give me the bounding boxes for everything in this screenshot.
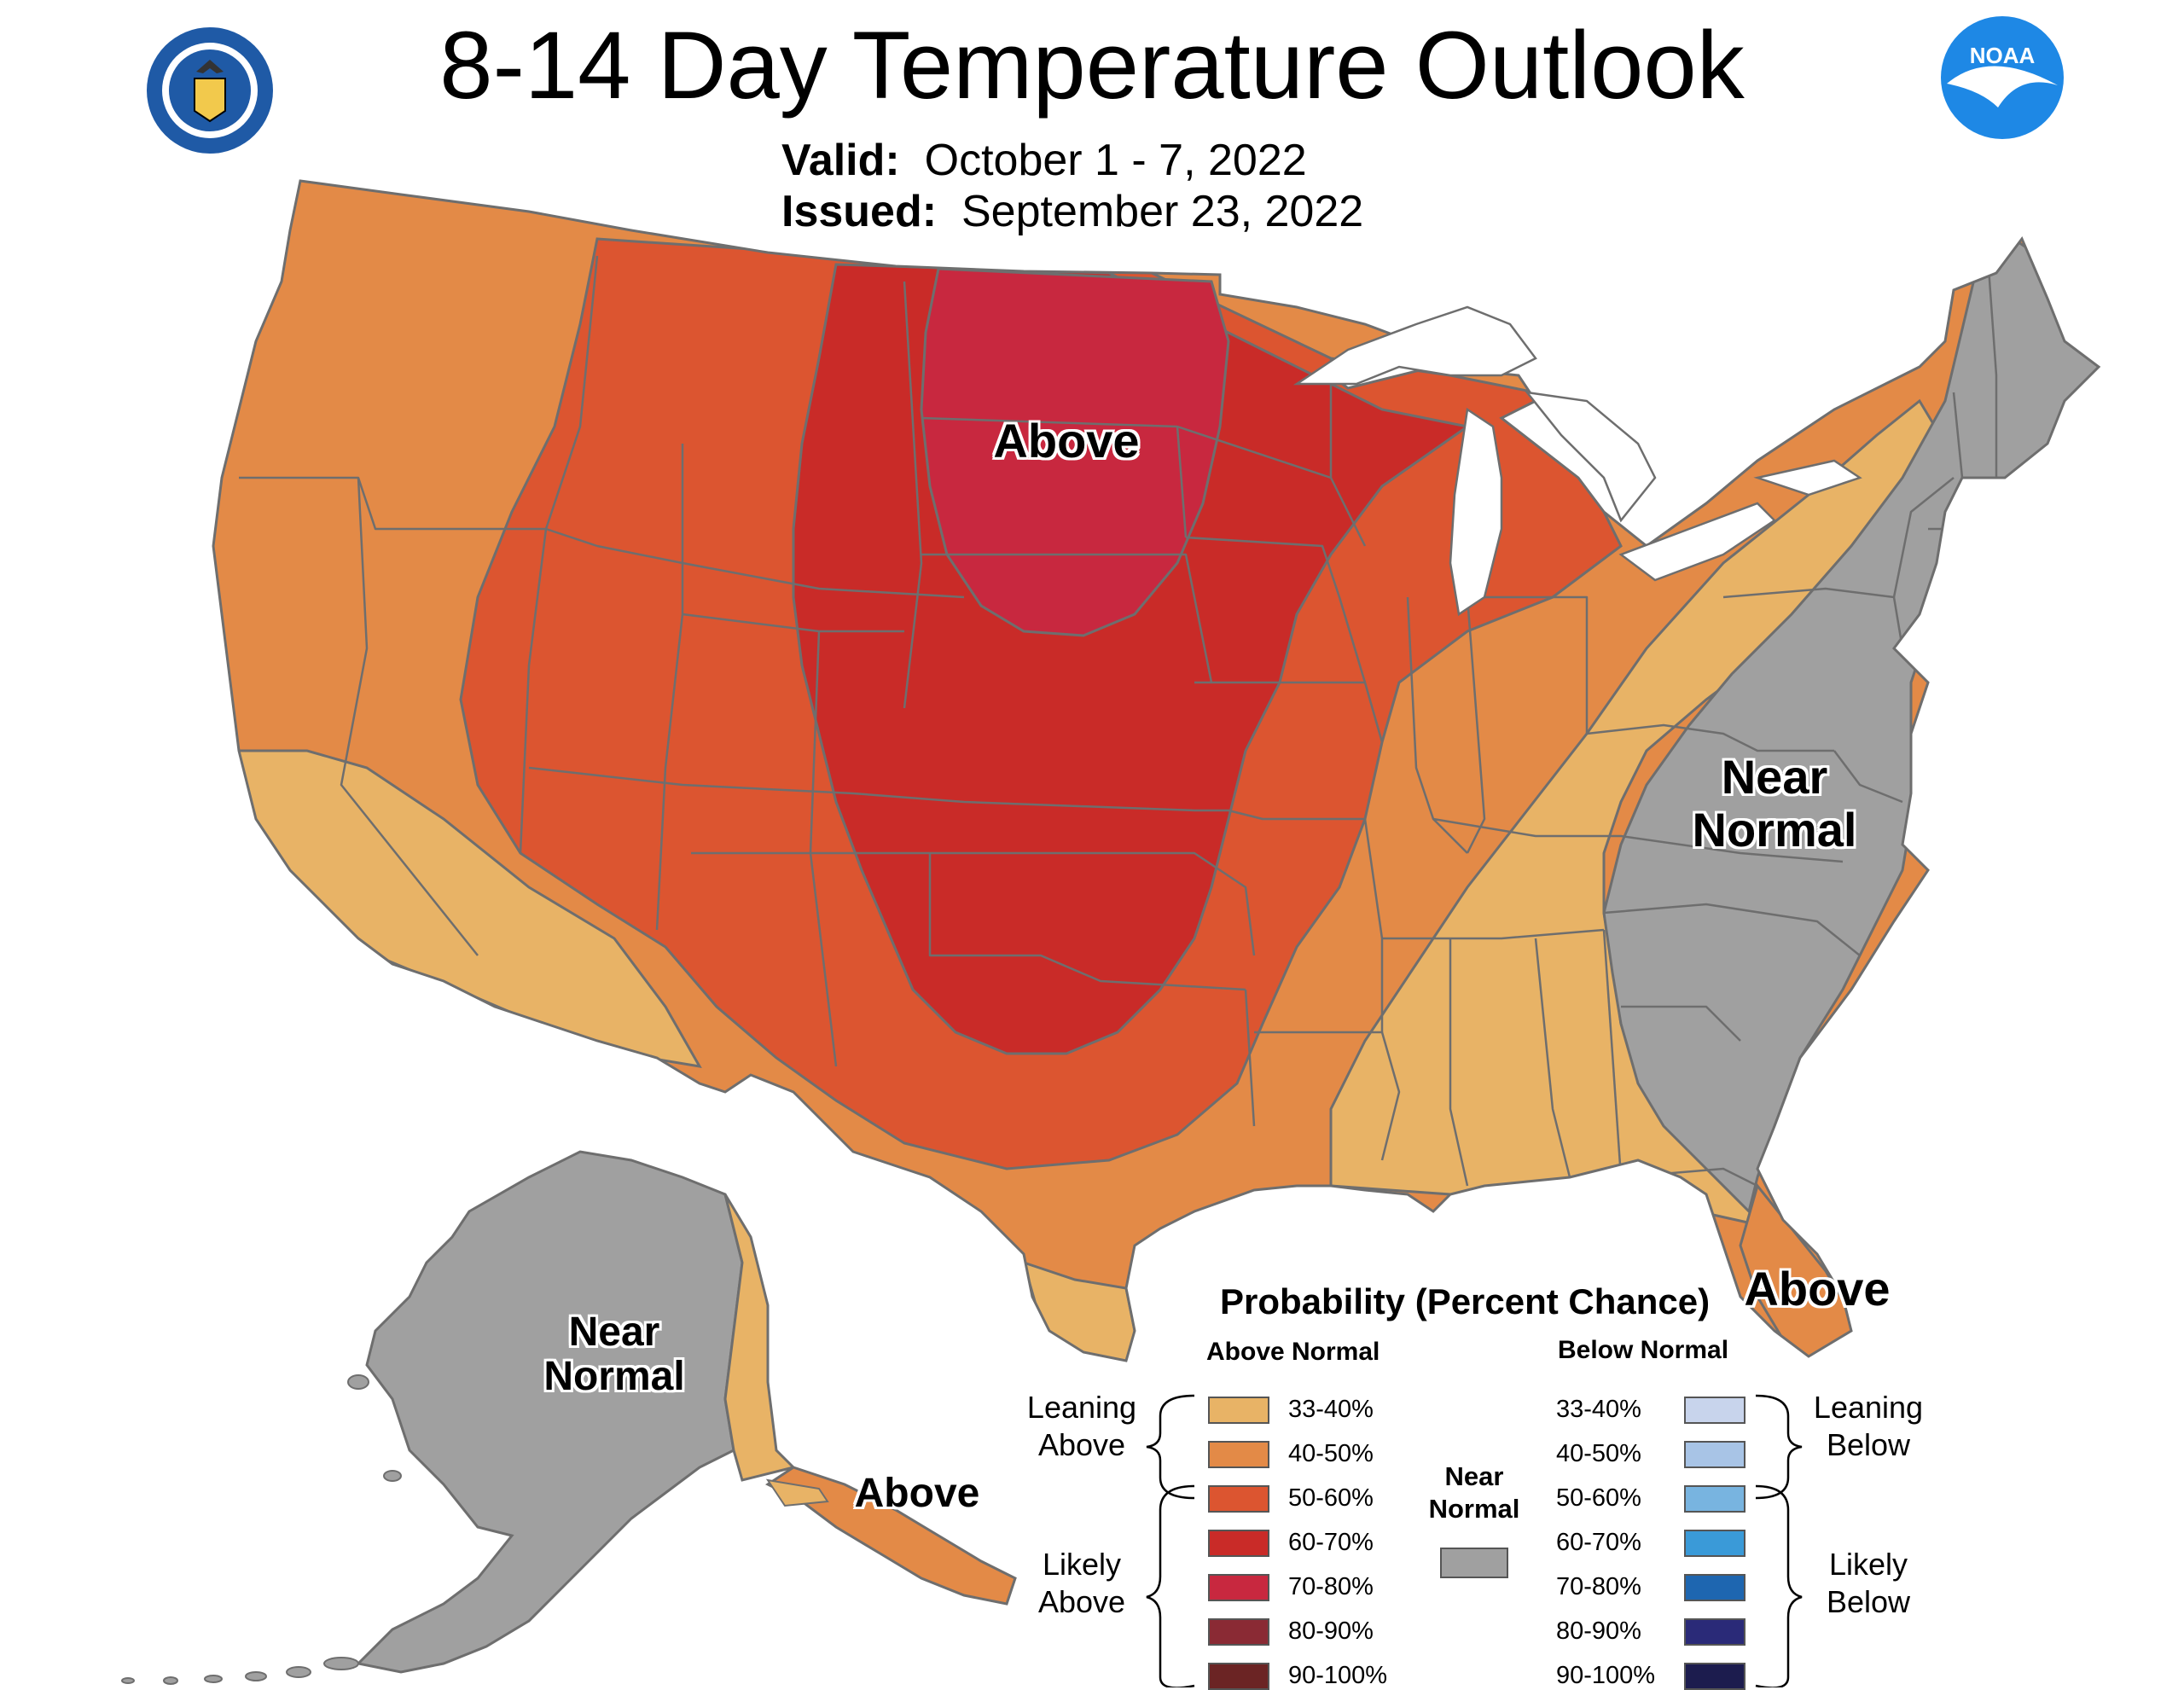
likely-below-line2: Below xyxy=(1826,1584,1911,1619)
legend-below-range: 70-80% xyxy=(1556,1573,1641,1600)
leaning-below-line2: Below xyxy=(1826,1427,1911,1462)
legend-above-range: 50-60% xyxy=(1288,1484,1374,1512)
label-near-normal-alaska: Near Normal xyxy=(503,1310,725,1399)
legend-above-item: 70-80% xyxy=(1208,1573,1374,1601)
noaa-logo-icon: NOAA xyxy=(1941,16,2064,139)
legend-near-line1: Near xyxy=(1444,1461,1504,1491)
legend-above-item: 80-90% xyxy=(1208,1617,1374,1646)
legend-near-normal-label: Near Normal xyxy=(1423,1461,1525,1525)
legend-below-range: 33-40% xyxy=(1556,1396,1641,1423)
likely-above-line1: Likely xyxy=(1042,1547,1122,1582)
noaa-logo: NOAA xyxy=(1938,14,2066,142)
legend-above-swatch xyxy=(1208,1484,1269,1513)
legend-above-range: 33-40% xyxy=(1288,1396,1374,1423)
legend-above-swatch xyxy=(1208,1662,1269,1690)
aleutian-islands xyxy=(121,1374,402,1685)
legend-above-swatch xyxy=(1208,1396,1269,1424)
zone-likely-70-80 xyxy=(920,267,1230,637)
legend-below-swatch xyxy=(1684,1662,1745,1690)
state-borders xyxy=(239,255,2031,1188)
commerce-seal-icon xyxy=(147,27,273,154)
label-near-normal-east-line1: Near xyxy=(1721,750,1828,804)
alaska-east-33-40 xyxy=(723,1193,796,1482)
valid-value: October 1 - 7, 2022 xyxy=(924,136,1307,185)
legend-likely-below: Likely Below xyxy=(1792,1546,1945,1621)
valid-label: Valid: xyxy=(781,136,900,185)
issued-label: Issued: xyxy=(781,187,938,236)
likely-above-line2: Above xyxy=(1037,1584,1126,1619)
label-above-florida: Above xyxy=(1744,1262,1891,1315)
likely-below-line1: Likely xyxy=(1828,1547,1908,1582)
legend-above-range: 80-90% xyxy=(1288,1617,1374,1645)
legend-above-swatch xyxy=(1208,1529,1269,1557)
legend-leaning-below: Leaning Below xyxy=(1792,1389,1945,1464)
legend-above-swatch xyxy=(1208,1440,1269,1468)
legend-below-swatch xyxy=(1684,1617,1745,1646)
label-near-normal-east-line2: Normal xyxy=(1692,803,1857,857)
legend-above-swatch xyxy=(1208,1617,1269,1646)
legend-below-item: 50-60% xyxy=(1556,1484,1745,1513)
alaska-panhandle-33-40 xyxy=(765,1478,829,1507)
legend-below-item: 60-70% xyxy=(1556,1529,1745,1557)
label-near-normal-alaska-line1: Near xyxy=(568,1310,660,1355)
legend-likely-above: Likely Above xyxy=(1005,1546,1159,1621)
commerce-seal-logo xyxy=(145,26,275,155)
legend-below-item: 70-80% xyxy=(1556,1573,1745,1601)
legend-below-header: Below Normal xyxy=(1558,1336,1729,1364)
alaska-map xyxy=(121,1150,1017,1685)
legend-below-range: 60-70% xyxy=(1556,1529,1641,1556)
label-above-plains: Above xyxy=(993,414,1140,468)
legend-below-range: 50-60% xyxy=(1556,1484,1641,1512)
legend-below-swatch xyxy=(1684,1529,1745,1557)
legend-below-item: 80-90% xyxy=(1556,1617,1745,1646)
valid-line: Valid: October 1 - 7, 2022 xyxy=(781,135,1307,186)
legend-below-swatch xyxy=(1684,1396,1745,1424)
legend-above-swatch xyxy=(1208,1573,1269,1601)
label-near-normal-east: Near Normal xyxy=(1655,751,1894,857)
label-near-normal-alaska-line2: Normal xyxy=(543,1354,685,1399)
legend-below-swatch xyxy=(1684,1440,1745,1468)
legend-above-item: 33-40% xyxy=(1208,1396,1374,1424)
legend-below-item: 90-100% xyxy=(1556,1662,1745,1690)
legend-above-item: 50-60% xyxy=(1208,1484,1374,1513)
legend-above-item: 90-100% xyxy=(1208,1662,1387,1690)
issued-line: Issued: September 23, 2022 xyxy=(781,186,1363,237)
conus-probability-zones xyxy=(212,179,2100,1362)
legend-title: Probability (Percent Chance) xyxy=(1220,1281,1711,1321)
lake-superior xyxy=(1292,305,1537,386)
legend-above-range: 60-70% xyxy=(1288,1529,1374,1556)
legend-above-range: 90-100% xyxy=(1288,1662,1388,1689)
legend-above-item: 40-50% xyxy=(1208,1440,1374,1468)
legend-near-line2: Normal xyxy=(1428,1494,1520,1524)
legend-near-normal-swatch xyxy=(1440,1548,1508,1578)
legend-below-range: 90-100% xyxy=(1556,1662,1656,1689)
label-above-alaska: Above xyxy=(854,1471,980,1516)
legend-below-swatch xyxy=(1684,1573,1745,1601)
legend-above-item: 60-70% xyxy=(1208,1529,1374,1557)
legend-below-range: 80-90% xyxy=(1556,1617,1641,1645)
legend-above-range: 40-50% xyxy=(1288,1440,1374,1467)
issued-value: September 23, 2022 xyxy=(961,187,1364,236)
page-title: 8-14 Day Temperature Outlook xyxy=(439,12,1745,119)
leaning-above-line2: Above xyxy=(1037,1427,1126,1462)
legend-below-swatch xyxy=(1684,1484,1745,1513)
legend-above-header: Above Normal xyxy=(1206,1338,1380,1366)
lake-michigan xyxy=(1449,407,1503,617)
lake-erie xyxy=(1618,502,1776,582)
alaska-near-normal xyxy=(355,1150,744,1674)
legend-above-range: 70-80% xyxy=(1288,1573,1374,1600)
legend-leaning-above: Leaning Above xyxy=(1005,1389,1159,1464)
great-lakes xyxy=(1292,305,1862,617)
lake-ontario xyxy=(1753,459,1862,497)
legend-below-range: 40-50% xyxy=(1556,1440,1641,1467)
leaning-below-line1: Leaning xyxy=(1813,1390,1924,1425)
alaska-panhandle-40-50 xyxy=(765,1466,1017,1606)
lake-huron xyxy=(1525,391,1657,523)
legend-below-item: 40-50% xyxy=(1556,1440,1745,1468)
legend-below-item: 33-40% xyxy=(1556,1396,1745,1424)
leaning-above-line1: Leaning xyxy=(1026,1390,1137,1425)
svg-text:NOAA: NOAA xyxy=(1970,43,2036,68)
